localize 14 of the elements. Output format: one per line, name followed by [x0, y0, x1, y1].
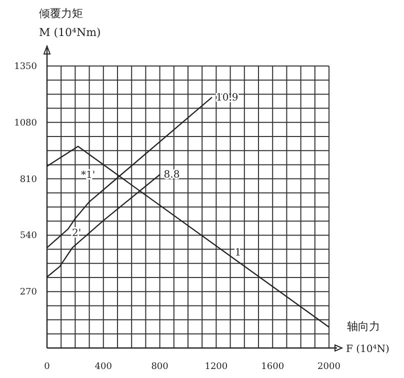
- x-tick-label: 0: [44, 362, 50, 372]
- y-tick-label: 270: [20, 288, 38, 298]
- y-tick-label: 540: [20, 231, 38, 242]
- x-tick-label: 1600: [261, 362, 284, 372]
- x-tick-label: 800: [151, 362, 169, 372]
- x-axis-title: 轴向力 F (10⁴N): [346, 320, 390, 355]
- series-label: 1: [234, 247, 242, 258]
- x-tick-label: 1200: [204, 362, 228, 372]
- y-tick-label: 1080: [14, 118, 38, 128]
- x-tick-label: 2000: [318, 362, 341, 372]
- y-tick-label: 810: [20, 174, 38, 185]
- x-tick-label: 400: [94, 362, 112, 372]
- y-tick-label: 1350: [14, 62, 38, 72]
- y-axis-title: 倾覆力矩 M (10⁴Nm): [39, 7, 101, 39]
